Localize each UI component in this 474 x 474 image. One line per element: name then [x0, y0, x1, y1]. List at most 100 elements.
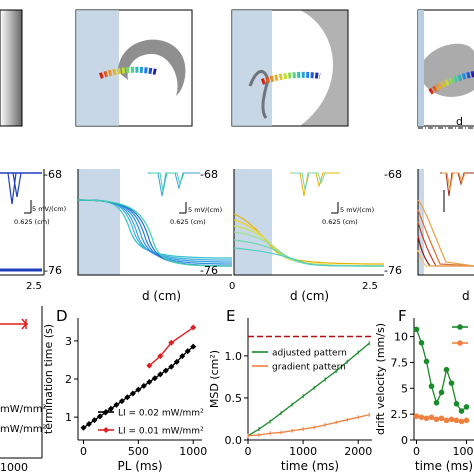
x-axis-label: PL (ms) [117, 459, 162, 473]
chart-f: 0 1000 0 2.5 5 7.5 10 time (ms) drift velocity (… [374, 318, 474, 473]
data-point [168, 363, 175, 370]
data-point [428, 414, 435, 421]
x-axis-label: time (ms) [281, 459, 339, 473]
x-tick-label: 2.5 [26, 281, 42, 292]
data-point [453, 417, 460, 424]
middle-row: 5 mV/(cm) 0.625 (cm) 2.5 -68 -76 [0, 168, 474, 303]
y-axis-label: drift velocity (mm/s) [374, 323, 387, 435]
y-tick-label: -76 [384, 264, 402, 277]
data-point [140, 382, 147, 389]
y-axis-label: MSD (cm²) [208, 350, 221, 408]
x-tick-label: 1000 [289, 445, 317, 458]
panel-c-partial: mW/mm² mW/mm² 1000 [0, 306, 47, 474]
data-point [124, 394, 131, 401]
legend-label: LI = 0.01 mW/mm² [118, 427, 204, 437]
scalebar-v-label: 5 mV/(cm) [188, 206, 222, 214]
data-point [413, 413, 420, 420]
x-axis-label: time (ms) [415, 459, 473, 473]
legend-marker [457, 340, 463, 346]
inset-waveforms [148, 172, 200, 197]
data-point [80, 424, 87, 431]
y-axis-label: termination time (s) [42, 324, 55, 434]
series-line [247, 414, 370, 437]
panel-label-d: D [56, 307, 68, 325]
data-point [162, 367, 169, 374]
data-point [418, 340, 425, 346]
scalebar-h-label: 0.625 (cm) [14, 218, 50, 226]
panel-label-e: E [226, 307, 235, 325]
x-tick-label: 2.5 [362, 281, 378, 292]
data-point [151, 375, 158, 382]
illuminated-region [418, 10, 424, 126]
y-tick-label: 0 [401, 434, 408, 447]
x-tick-label: 1000 [0, 461, 28, 474]
voltage-curves [233, 213, 385, 267]
y-tick-label: -68 [200, 168, 218, 181]
legend-label: gradient pattern [272, 363, 346, 373]
data-point [107, 405, 114, 412]
data-point [118, 398, 125, 405]
data-point [423, 415, 430, 422]
data-point [438, 389, 445, 396]
x-tick-label: 2000 [344, 445, 372, 458]
scalebar-v-label: 5 mV/(cm) [340, 206, 374, 214]
x-axis-label: d (cm) [462, 289, 474, 303]
x-tick-label: 1000 [453, 445, 474, 458]
y-tick-label: -68 [44, 168, 62, 181]
data-point [418, 414, 425, 421]
x-tick-label: 0 [413, 445, 420, 458]
series-line [247, 342, 370, 437]
data-point [113, 401, 120, 408]
image-frame-1 [0, 9, 23, 127]
panel-label-f: F [398, 307, 407, 325]
data-point [168, 339, 175, 346]
illuminated-region [78, 169, 120, 275]
image-frame-2 [75, 9, 193, 127]
data-point [448, 380, 455, 386]
y-tick-label: 5 [401, 382, 408, 395]
data-point [463, 417, 470, 424]
data-point [129, 390, 136, 397]
voltage-curves [417, 199, 474, 267]
scalebar-h-label: 0.625 (cm) [170, 218, 206, 226]
illuminated-region [76, 10, 119, 126]
y-tick-label: 0.0 [225, 434, 243, 447]
data-point [85, 420, 92, 427]
data-point [458, 408, 465, 414]
data-point [190, 324, 197, 331]
y-tick-label: 1.0 [225, 350, 243, 363]
data-point [428, 383, 435, 390]
legend-marker [103, 409, 109, 415]
data-point [433, 416, 440, 423]
data-point [433, 399, 440, 406]
data-point [448, 416, 455, 423]
chart-d: 0 500 1000 1 2 3 PL (ms) termination time (s) LI… [42, 318, 207, 473]
data-point [443, 366, 450, 373]
legend-marker [457, 324, 463, 330]
x-tick-label: 0 [229, 281, 235, 292]
y-tick-label: 0.5 [225, 392, 243, 405]
y-tick-label: 1 [65, 411, 72, 424]
y-tick-label: 2 [65, 373, 72, 386]
data-point [179, 353, 186, 360]
data-point [96, 413, 103, 420]
y-tick-label: 2.5 [391, 408, 409, 421]
y-tick-label: 10 [394, 331, 408, 344]
inset-waveforms [290, 172, 340, 197]
image-frame-4: d [417, 9, 474, 129]
legend-label: adjusted pattern [272, 349, 347, 359]
y-tick-label: -76 [44, 264, 62, 277]
legend-marker [103, 427, 109, 433]
data-point [423, 358, 430, 365]
data-point [91, 417, 98, 424]
y-tick-label: 7.5 [391, 356, 409, 369]
data-point [146, 362, 153, 369]
data-point [184, 348, 191, 355]
x-tick-label: 1000 [179, 445, 207, 458]
voltage-curves [77, 199, 233, 267]
scalebar-h-label: 0.625 (cm) [322, 218, 358, 226]
profile-panel-3: -68 -76 5 mV/(cm) 0.625 (cm) 0 2.5 d (cm… [200, 168, 385, 303]
data-point [463, 404, 470, 410]
image-frame-3 [231, 9, 349, 127]
